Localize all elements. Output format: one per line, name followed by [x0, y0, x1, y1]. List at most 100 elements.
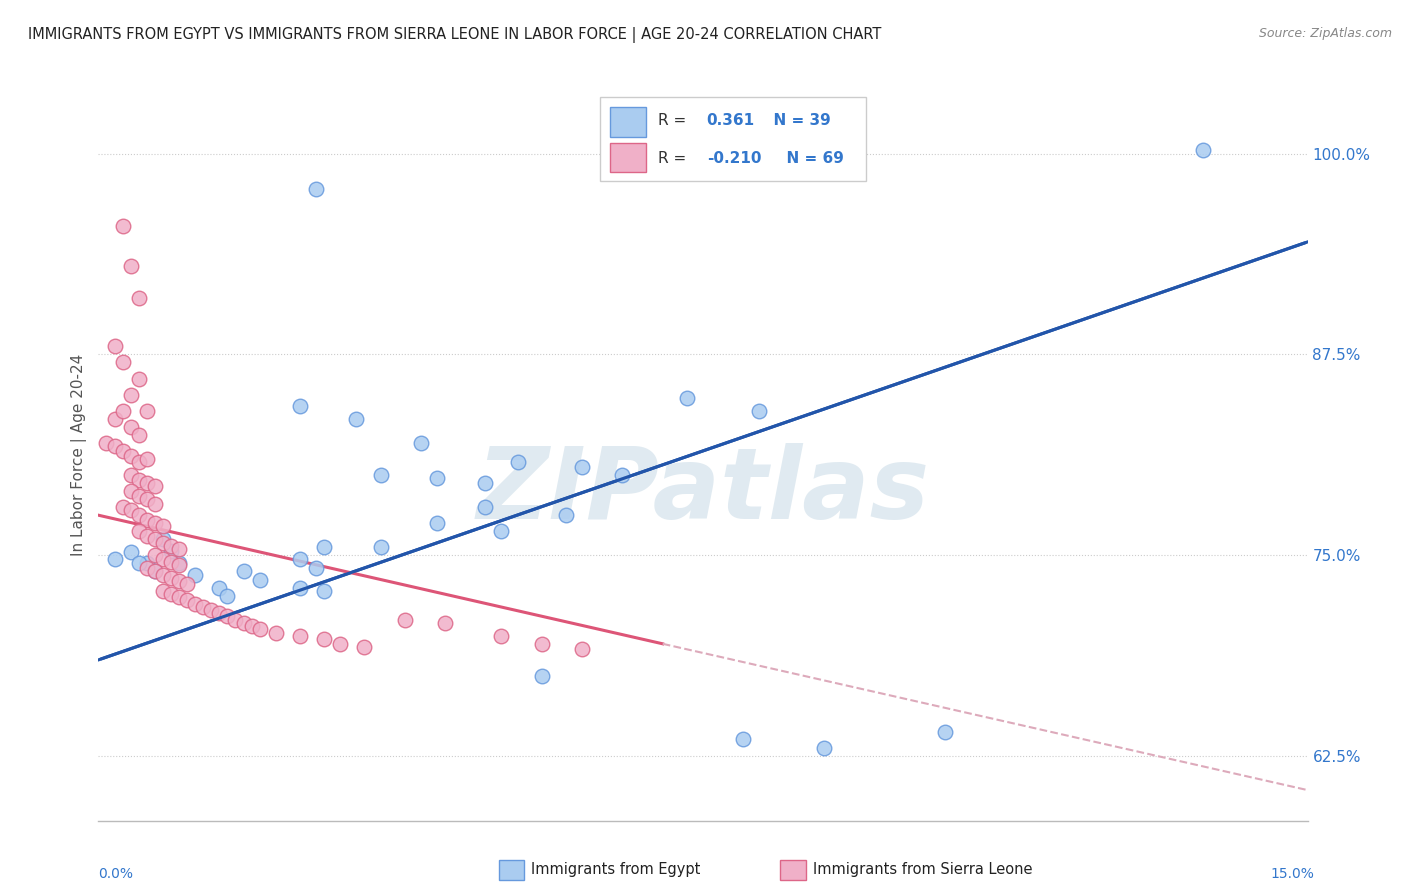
Point — [344, 411, 367, 425]
Point — [160, 587, 183, 601]
Point — [314, 583, 336, 598]
Point — [208, 607, 231, 621]
Point — [314, 541, 336, 555]
Point — [120, 259, 142, 273]
Point — [128, 524, 150, 539]
Point — [135, 557, 157, 571]
Point — [143, 533, 166, 547]
Text: 0.361: 0.361 — [707, 113, 755, 128]
Point — [571, 641, 593, 656]
FancyBboxPatch shape — [610, 108, 647, 136]
Point — [934, 725, 956, 739]
Text: R =: R = — [658, 113, 692, 128]
Point — [111, 500, 134, 515]
Point — [184, 567, 207, 582]
Point — [143, 565, 166, 579]
Point — [167, 557, 190, 571]
FancyBboxPatch shape — [600, 96, 866, 180]
Point — [426, 471, 449, 485]
Point — [530, 637, 553, 651]
Point — [288, 399, 311, 413]
Point — [426, 516, 449, 531]
Point — [506, 455, 529, 469]
Point — [288, 629, 311, 643]
Point — [167, 558, 190, 572]
Point — [135, 513, 157, 527]
Point — [167, 590, 190, 604]
Point — [193, 599, 215, 614]
Point — [305, 182, 328, 196]
Text: 0.0%: 0.0% — [98, 867, 134, 881]
Text: R =: R = — [658, 151, 692, 166]
Point — [474, 476, 496, 491]
Point — [120, 387, 142, 401]
Point — [329, 637, 352, 651]
Point — [128, 291, 150, 305]
Point — [103, 551, 125, 566]
Text: Immigrants from Sierra Leone: Immigrants from Sierra Leone — [813, 863, 1032, 877]
Point — [748, 403, 770, 417]
Point — [128, 557, 150, 571]
Point — [128, 427, 150, 442]
Point — [120, 503, 142, 517]
Point — [167, 541, 190, 556]
Text: IMMIGRANTS FROM EGYPT VS IMMIGRANTS FROM SIERRA LEONE IN LABOR FORCE | AGE 20-24: IMMIGRANTS FROM EGYPT VS IMMIGRANTS FROM… — [28, 27, 882, 43]
Point — [370, 468, 392, 483]
Point — [120, 484, 142, 499]
Point — [152, 535, 174, 549]
Y-axis label: In Labor Force | Age 20-24: In Labor Force | Age 20-24 — [72, 354, 87, 556]
Point — [474, 500, 496, 515]
Point — [160, 555, 183, 569]
Point — [288, 551, 311, 566]
Point — [152, 551, 174, 566]
Text: N = 39: N = 39 — [763, 113, 831, 128]
Point — [103, 439, 125, 453]
Text: Source: ZipAtlas.com: Source: ZipAtlas.com — [1258, 27, 1392, 40]
Point — [184, 597, 207, 611]
Point — [120, 545, 142, 559]
Point — [160, 539, 183, 553]
Point — [103, 411, 125, 425]
Point — [152, 533, 174, 547]
Point — [208, 581, 231, 595]
Point — [96, 435, 118, 450]
Point — [176, 593, 198, 607]
Text: 15.0%: 15.0% — [1271, 867, 1315, 881]
Point — [103, 339, 125, 353]
Point — [305, 561, 328, 575]
Point — [249, 623, 271, 637]
Point — [370, 541, 392, 555]
Point — [264, 625, 287, 640]
Point — [128, 508, 150, 523]
Point — [217, 609, 239, 624]
Point — [434, 615, 457, 630]
Point — [160, 543, 183, 558]
Text: Immigrants from Egypt: Immigrants from Egypt — [531, 863, 700, 877]
Point — [676, 391, 699, 405]
Point — [143, 516, 166, 531]
Point — [135, 561, 157, 575]
Point — [160, 571, 183, 585]
Point — [111, 219, 134, 233]
Point — [120, 449, 142, 463]
Point — [249, 573, 271, 587]
Point — [152, 583, 174, 598]
Point — [135, 529, 157, 543]
Point — [288, 581, 311, 595]
Point — [111, 403, 134, 417]
Point — [135, 476, 157, 491]
Point — [135, 452, 157, 467]
FancyBboxPatch shape — [610, 143, 647, 172]
Point — [491, 629, 513, 643]
Point — [143, 549, 166, 563]
Point — [530, 669, 553, 683]
Point — [135, 492, 157, 507]
Point — [152, 519, 174, 533]
Point — [571, 460, 593, 475]
Point — [143, 497, 166, 511]
Point — [353, 640, 375, 654]
Text: ZIPatlas: ZIPatlas — [477, 443, 929, 540]
Text: N = 69: N = 69 — [776, 151, 844, 166]
Point — [120, 419, 142, 434]
Text: -0.210: -0.210 — [707, 151, 761, 166]
